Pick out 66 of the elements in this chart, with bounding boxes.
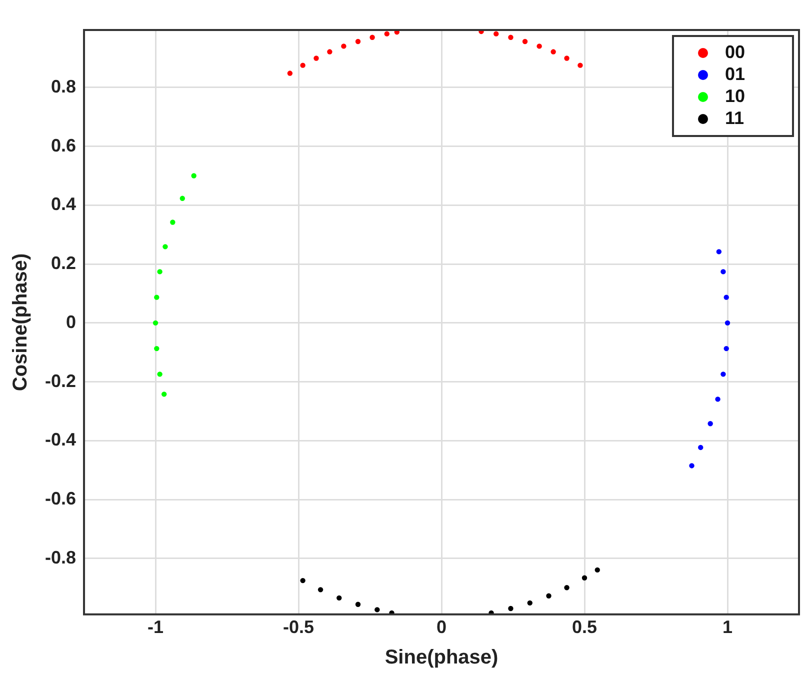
point [508,606,514,612]
point [720,372,726,377]
y-tick-label: 0.4 [50,194,76,214]
point [522,38,528,44]
point [157,372,162,377]
point [355,602,361,607]
point [162,244,168,250]
point [154,346,160,352]
point [157,269,162,274]
point [318,587,324,592]
point [336,595,342,601]
x-tick-label: 0.5 [572,617,598,638]
y-tick-label: -0.4 [44,430,76,450]
y-tick-label: 0.8 [50,76,76,96]
x-axis-title: Sine(phase) [384,646,498,669]
point [550,49,556,54]
point [594,567,600,573]
point [564,56,570,61]
point [191,173,196,178]
point [508,34,514,40]
x-tick-label: 1 [722,617,733,638]
point [527,600,532,606]
point [152,320,158,326]
legend-label: 01 [725,64,746,84]
y-axis-title: Cosine(phase) [10,253,32,392]
point [300,578,306,584]
point [341,44,346,49]
point [582,575,588,580]
point [170,220,176,225]
point [715,396,720,402]
point [374,607,380,612]
point [689,463,694,468]
point [370,34,375,40]
point [494,31,499,36]
point [355,38,361,44]
point [724,346,729,352]
point [327,49,332,54]
x-tick-label: 0 [436,617,447,638]
point [724,294,729,300]
point [546,593,552,598]
x-tick-label: -1 [148,617,164,638]
x-tick-label: -0.5 [282,617,314,638]
y-tick-label: 0 [66,312,76,332]
point [578,62,583,68]
point [384,31,390,36]
y-tick-label: -0.2 [44,370,76,391]
point [287,70,293,76]
point [536,44,542,49]
point [720,269,726,274]
point [161,392,167,397]
point [564,585,570,590]
legend-label: 10 [725,86,746,106]
point [708,421,713,426]
y-tick-label: 0.2 [50,253,76,274]
legend-label: 00 [725,42,746,62]
point [724,320,730,326]
legend-label: 11 [725,108,744,128]
point [300,62,306,68]
point [180,196,185,201]
point [314,56,319,61]
point [716,249,722,254]
y-tick-label: 0.6 [50,135,76,156]
y-tick-label: -0.6 [44,488,76,509]
y-tick-label: -0.8 [44,547,76,568]
point [154,294,160,300]
point [698,444,704,450]
